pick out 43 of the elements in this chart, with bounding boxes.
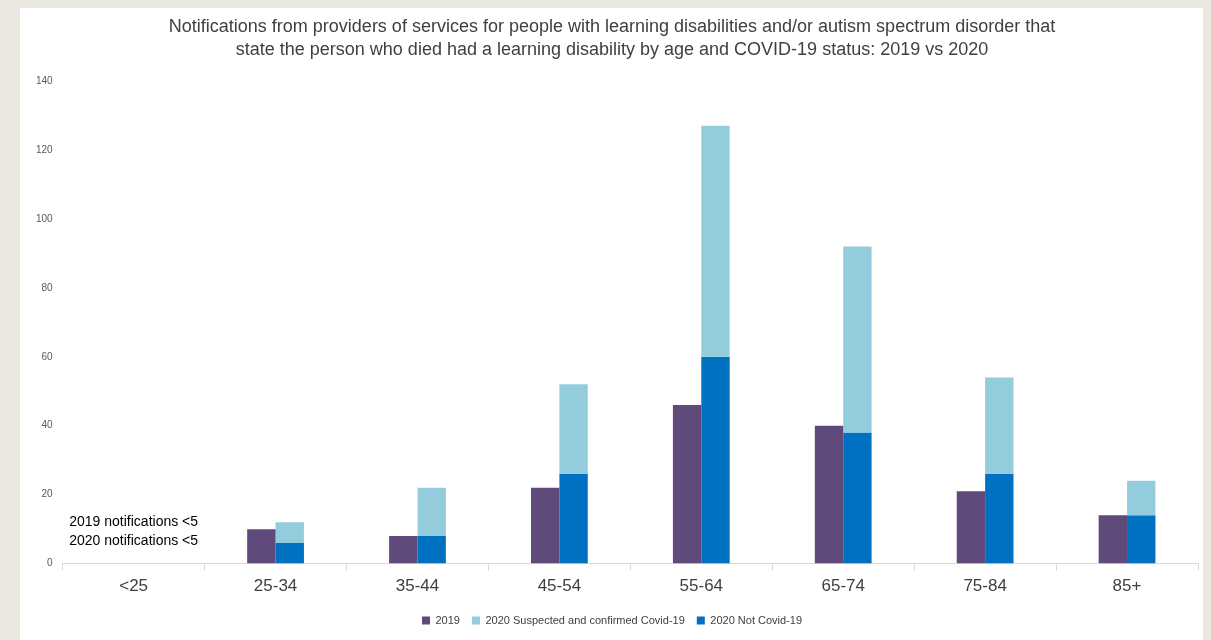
y-tick-label: 40	[41, 419, 54, 431]
y-tick-label: 120	[36, 143, 54, 155]
bar	[559, 384, 588, 474]
x-tick-label: <25	[119, 576, 149, 596]
bar	[843, 432, 872, 564]
annotation: 2020 notifications <5	[69, 532, 199, 549]
x-tick-label: 85+	[1112, 576, 1142, 596]
legend-label: 2020 Not Covid-19	[710, 613, 803, 626]
y-tick-label: 100	[36, 212, 54, 224]
y-tick-label: 0	[47, 557, 54, 569]
bar	[1127, 515, 1156, 564]
bar	[559, 473, 588, 564]
x-tick-label: 25-34	[253, 576, 298, 596]
bar	[814, 425, 844, 564]
bar	[956, 491, 986, 564]
bar	[843, 246, 872, 433]
bar	[275, 542, 304, 564]
bar	[1127, 480, 1156, 516]
bar	[247, 529, 276, 564]
x-tick-label: 75-84	[963, 576, 1007, 596]
y-tick-label: 60	[41, 350, 54, 362]
bar	[1098, 515, 1128, 564]
bar	[985, 377, 1014, 474]
y-tick-label: 140	[36, 74, 54, 86]
x-tick-label: 65-74	[821, 576, 865, 596]
bar	[275, 522, 304, 543]
legend-label: 2020 Suspected and confirmed Covid-19	[485, 613, 685, 626]
bar	[389, 536, 418, 564]
y-tick-label: 80	[41, 281, 54, 293]
x-tick-label: 55-64	[679, 576, 724, 596]
bar	[985, 473, 1014, 564]
bar	[417, 487, 446, 537]
annotation: 2019 notifications <5	[69, 513, 199, 530]
x-tick-label: 45-54	[537, 576, 582, 596]
y-tick-label: 20	[41, 488, 54, 500]
bar	[417, 536, 446, 564]
x-tick-label: 35-44	[395, 576, 440, 596]
bar	[531, 487, 560, 564]
bar	[701, 125, 730, 357]
chart-title: Notifications from providers of services for people with learning disabilities and/or autism spectrum disorder that state the person who died had a learning disability by age and COVID-19 status: 2019 vs 2020	[168, 16, 1056, 59]
bar	[701, 356, 730, 564]
legend-label: 2019	[435, 613, 460, 626]
bar	[672, 405, 702, 564]
